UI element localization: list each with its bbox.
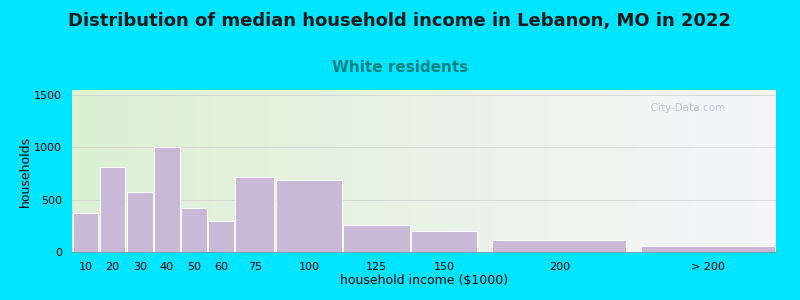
Text: White residents: White residents <box>332 60 468 75</box>
Bar <box>411 231 478 252</box>
X-axis label: household income ($1000): household income ($1000) <box>340 274 508 287</box>
Bar <box>276 180 342 252</box>
Bar <box>100 167 126 252</box>
Bar <box>73 213 98 252</box>
Bar <box>154 148 180 252</box>
Text: Distribution of median household income in Lebanon, MO in 2022: Distribution of median household income … <box>69 12 731 30</box>
Bar <box>492 240 626 252</box>
Bar <box>208 220 234 252</box>
Bar <box>235 177 274 252</box>
Y-axis label: households: households <box>18 135 31 207</box>
Bar <box>343 225 410 252</box>
Bar <box>642 246 775 252</box>
Bar <box>127 192 153 252</box>
Text: City-Data.com: City-Data.com <box>644 103 725 113</box>
Bar <box>181 208 206 252</box>
